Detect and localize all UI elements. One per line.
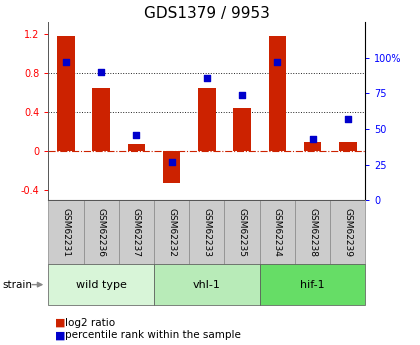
- Text: ■: ■: [55, 318, 65, 327]
- Bar: [92, 88, 110, 151]
- Bar: [224, 200, 260, 264]
- Text: GSM62235: GSM62235: [238, 207, 247, 257]
- Bar: [339, 141, 357, 151]
- Bar: [154, 200, 189, 264]
- Bar: [198, 88, 215, 151]
- Point: [63, 59, 69, 65]
- Bar: [48, 264, 154, 305]
- Bar: [295, 200, 330, 264]
- Text: GSM62238: GSM62238: [308, 207, 317, 257]
- Bar: [330, 200, 365, 264]
- Bar: [163, 151, 181, 183]
- Text: GSM62231: GSM62231: [61, 207, 71, 257]
- Bar: [57, 36, 75, 151]
- Bar: [84, 200, 119, 264]
- Text: log2 ratio: log2 ratio: [65, 318, 115, 327]
- Point: [168, 159, 175, 165]
- Text: GSM62234: GSM62234: [273, 208, 282, 256]
- Bar: [260, 264, 365, 305]
- Bar: [233, 108, 251, 151]
- Point: [309, 136, 316, 142]
- Point: [344, 116, 351, 122]
- Text: ■: ■: [55, 331, 65, 340]
- Bar: [154, 264, 260, 305]
- Title: GDS1379 / 9953: GDS1379 / 9953: [144, 6, 270, 21]
- Bar: [189, 200, 224, 264]
- Bar: [48, 200, 84, 264]
- Bar: [268, 36, 286, 151]
- Text: strain: strain: [2, 280, 32, 289]
- Text: GSM62236: GSM62236: [97, 207, 106, 257]
- Text: GSM62233: GSM62233: [202, 207, 211, 257]
- Text: vhl-1: vhl-1: [193, 280, 221, 289]
- Point: [239, 92, 245, 98]
- Text: GSM62239: GSM62239: [343, 207, 352, 257]
- Text: wild type: wild type: [76, 280, 126, 289]
- Text: percentile rank within the sample: percentile rank within the sample: [65, 331, 241, 340]
- Point: [274, 59, 281, 65]
- Point: [203, 75, 210, 81]
- Point: [133, 132, 140, 137]
- Bar: [119, 200, 154, 264]
- Bar: [304, 141, 321, 151]
- Bar: [260, 200, 295, 264]
- Text: hif-1: hif-1: [300, 280, 325, 289]
- Bar: [128, 145, 145, 151]
- Point: [98, 69, 105, 75]
- Text: GSM62237: GSM62237: [132, 207, 141, 257]
- Text: GSM62232: GSM62232: [167, 208, 176, 256]
